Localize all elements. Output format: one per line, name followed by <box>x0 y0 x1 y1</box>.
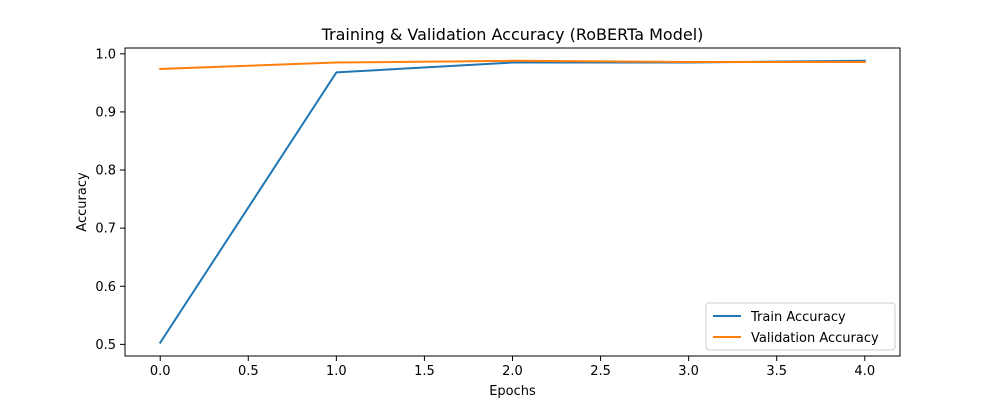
x-tick-label: 2.0 <box>502 364 523 379</box>
y-tick-label: 0.8 <box>95 164 116 179</box>
x-tick-label: 1.5 <box>414 364 435 379</box>
y-tick-label: 0.9 <box>95 105 116 120</box>
y-tick-label: 0.7 <box>95 222 116 237</box>
validation-accuracy-line <box>159 59 866 70</box>
series-layer <box>158 59 866 345</box>
y-axis-label: Accuracy <box>75 172 90 232</box>
x-tick-label: 1.0 <box>326 364 347 379</box>
legend-train-label: Train Accuracy <box>750 310 846 325</box>
legend-validation-label: Validation Accuracy <box>751 331 879 346</box>
x-tick-label: 3.0 <box>678 364 699 379</box>
x-tick-label: 2.5 <box>590 364 611 379</box>
x-axis-ticks: 0.0 0.5 1.0 1.5 2.0 2.5 3.0 3.5 4.0 <box>150 356 875 379</box>
y-tick-label: 1.0 <box>95 47 116 62</box>
y-axis-ticks: 0.5 0.6 0.7 0.8 0.9 1.0 <box>95 47 125 353</box>
x-tick-label: 0.5 <box>238 364 259 379</box>
legend-box <box>705 302 896 351</box>
y-tick-label: 0.5 <box>95 338 116 353</box>
y-tick-label: 0.6 <box>95 280 116 295</box>
x-tick-label: 0.0 <box>150 364 171 379</box>
chart-title: Training & Validation Accuracy (RoBERTa … <box>321 25 704 44</box>
x-axis-label: Epochs <box>489 384 536 399</box>
x-tick-label: 4.0 <box>854 364 875 379</box>
legend: Train Accuracy Validation Accuracy <box>705 302 896 351</box>
x-tick-label: 3.5 <box>766 364 787 379</box>
